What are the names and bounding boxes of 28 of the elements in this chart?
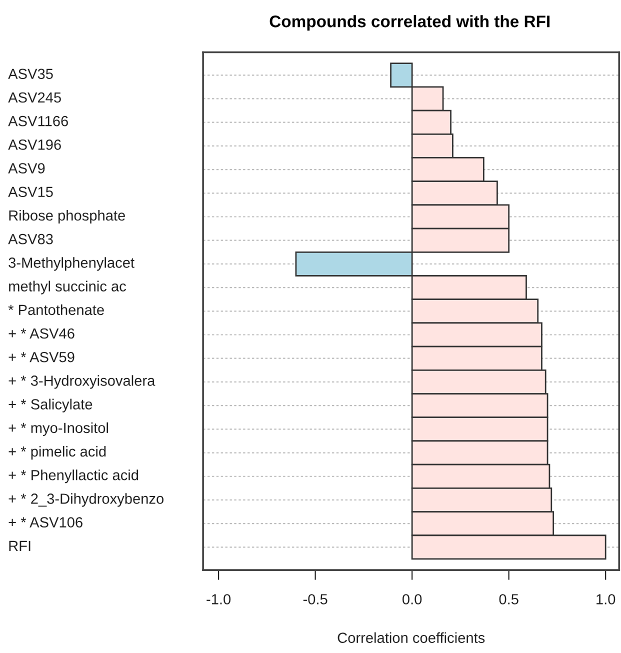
y-tick-label: RFI bbox=[9, 540, 30, 551]
y-tick-label: + * Salicylate bbox=[8, 398, 92, 412]
y-tick-label: + * ASV46 bbox=[8, 328, 74, 339]
x-tick-label: -1.0 bbox=[206, 594, 231, 604]
y-tick-label: ASV245 bbox=[8, 92, 61, 103]
y-tick-label: 3-Methylphenylacet bbox=[8, 257, 134, 271]
y-tick-label: + * myo-Inositol bbox=[8, 422, 108, 436]
y-tick-label: ASV1166 bbox=[8, 116, 68, 126]
y-tick-label: ASV196 bbox=[8, 140, 61, 150]
y-tick-label: + * 3-Hydroxyisovalera bbox=[8, 375, 156, 389]
x-tick-label: 1.0 bbox=[596, 594, 616, 604]
y-tick-label: + * ASV59 bbox=[8, 352, 74, 362]
y-tick-label: + * 2_3-Dihydroxybenzo bbox=[8, 493, 164, 507]
y-tick-label: methyl succinic ac bbox=[9, 280, 126, 294]
y-tick-label: ASV15 bbox=[8, 186, 53, 198]
y-tick-label: * Pantothenate bbox=[8, 304, 104, 316]
chart-title: Compounds correlated with the RFI bbox=[270, 15, 550, 31]
y-tick-label: + * pimelic acid bbox=[8, 446, 106, 460]
y-tick-label: Ribose phosphate bbox=[9, 210, 125, 224]
y-tick-label: ASV35 bbox=[8, 68, 53, 80]
y-tick-label: ASV9 bbox=[8, 163, 45, 174]
x-tick-label: 0.0 bbox=[402, 594, 422, 604]
y-tick-label: ASV83 bbox=[8, 234, 53, 244]
x-axis-title: Correlation coefficients bbox=[338, 632, 485, 643]
y-tick-label: + * ASV106 bbox=[8, 517, 82, 528]
x-tick-label: 0.5 bbox=[499, 594, 518, 604]
y-tick-label: + * Phenyllactic acid bbox=[8, 470, 138, 484]
x-tick-label: -0.5 bbox=[303, 594, 328, 604]
